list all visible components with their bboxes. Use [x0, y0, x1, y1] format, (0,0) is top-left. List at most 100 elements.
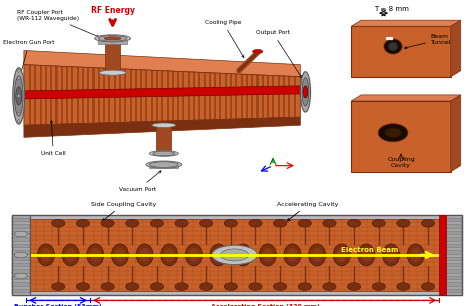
Bar [273, 76, 274, 118]
Ellipse shape [104, 37, 121, 40]
Ellipse shape [18, 112, 20, 115]
Ellipse shape [98, 35, 127, 41]
Ellipse shape [309, 244, 326, 266]
Ellipse shape [337, 248, 347, 262]
Text: Unit Cell: Unit Cell [41, 121, 66, 156]
Ellipse shape [52, 219, 65, 227]
Ellipse shape [273, 219, 287, 227]
Text: Cooling Pipe: Cooling Pipe [205, 20, 244, 58]
Ellipse shape [150, 283, 164, 290]
Ellipse shape [210, 244, 227, 266]
Bar [12, 215, 462, 295]
Ellipse shape [152, 123, 176, 127]
Ellipse shape [111, 244, 128, 266]
Ellipse shape [101, 219, 114, 227]
Ellipse shape [18, 112, 20, 115]
Ellipse shape [263, 248, 273, 262]
Bar [124, 69, 126, 122]
Bar [193, 72, 195, 120]
Bar [166, 71, 169, 121]
Text: Accelerating Section (320 mm): Accelerating Section (320 mm) [211, 304, 320, 306]
Ellipse shape [200, 219, 213, 227]
Bar [135, 69, 137, 122]
Text: Output Port: Output Port [256, 30, 302, 78]
Ellipse shape [298, 219, 311, 227]
Ellipse shape [224, 283, 237, 290]
Ellipse shape [259, 244, 276, 266]
Bar [188, 72, 190, 121]
Ellipse shape [62, 244, 79, 266]
Bar [12, 225, 30, 229]
Bar [445, 215, 462, 295]
Bar [351, 26, 451, 77]
Bar [71, 67, 73, 124]
Ellipse shape [249, 283, 262, 290]
Bar [66, 66, 68, 124]
Bar [12, 244, 30, 248]
Bar [12, 237, 30, 242]
Bar [98, 68, 100, 123]
Circle shape [378, 124, 408, 142]
Ellipse shape [18, 69, 20, 72]
Ellipse shape [87, 244, 104, 266]
Ellipse shape [146, 161, 182, 168]
Ellipse shape [358, 244, 375, 266]
Polygon shape [351, 20, 461, 26]
Bar [40, 65, 42, 125]
Bar [235, 74, 237, 119]
Bar [98, 38, 127, 44]
Bar [445, 231, 462, 235]
Ellipse shape [397, 219, 410, 227]
Text: RF Energy: RF Energy [91, 6, 135, 15]
Bar [77, 67, 79, 124]
Ellipse shape [115, 248, 125, 262]
Bar [214, 73, 216, 120]
Ellipse shape [361, 248, 372, 262]
Ellipse shape [273, 283, 287, 290]
Bar [12, 218, 30, 222]
Ellipse shape [139, 248, 150, 262]
Bar [445, 244, 462, 248]
Bar [198, 72, 201, 120]
Bar [230, 74, 232, 119]
Ellipse shape [372, 283, 385, 290]
Bar [140, 70, 142, 122]
Ellipse shape [164, 248, 174, 262]
Bar [445, 237, 462, 242]
Bar [445, 256, 462, 261]
Bar [445, 282, 462, 287]
Bar [109, 68, 110, 123]
Ellipse shape [18, 95, 20, 97]
Bar [156, 70, 158, 121]
Bar [445, 250, 462, 255]
Ellipse shape [388, 42, 398, 51]
Ellipse shape [76, 219, 90, 227]
Polygon shape [24, 117, 301, 137]
Ellipse shape [189, 248, 199, 262]
Bar [114, 69, 116, 123]
Bar [445, 218, 462, 222]
Ellipse shape [18, 76, 20, 80]
Bar [445, 263, 462, 267]
Ellipse shape [333, 244, 350, 266]
Bar [351, 101, 451, 172]
Ellipse shape [175, 283, 188, 290]
Text: Electron Beam: Electron Beam [341, 247, 399, 253]
Bar [445, 276, 462, 280]
Bar [30, 219, 439, 291]
Ellipse shape [301, 72, 310, 112]
Bar [12, 215, 30, 295]
Ellipse shape [153, 151, 175, 156]
Ellipse shape [287, 248, 298, 262]
Ellipse shape [65, 248, 76, 262]
Bar [246, 74, 248, 119]
Bar [156, 125, 171, 154]
Ellipse shape [18, 95, 20, 97]
Ellipse shape [253, 50, 263, 54]
Ellipse shape [312, 248, 322, 262]
Ellipse shape [149, 162, 178, 167]
Bar [45, 65, 47, 125]
Ellipse shape [323, 283, 336, 290]
Ellipse shape [421, 283, 435, 290]
Ellipse shape [136, 244, 153, 266]
